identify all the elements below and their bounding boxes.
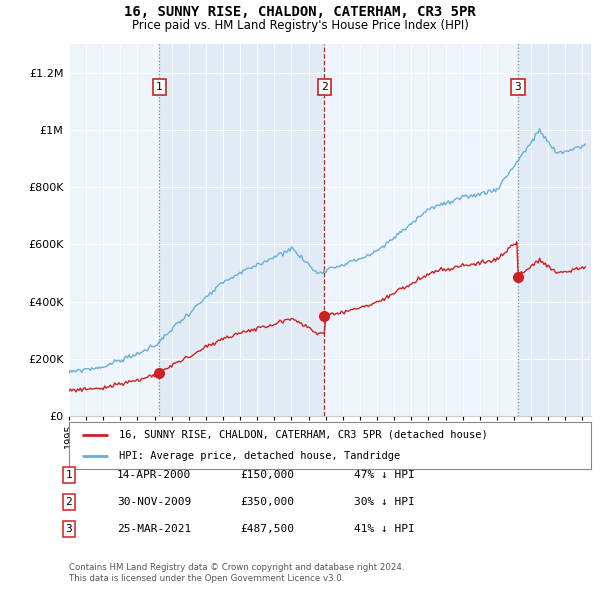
Text: 2: 2 xyxy=(65,497,73,507)
Text: 2: 2 xyxy=(321,82,328,92)
Text: HPI: Average price, detached house, Tandridge: HPI: Average price, detached house, Tand… xyxy=(119,451,400,461)
Text: 30-NOV-2009: 30-NOV-2009 xyxy=(117,497,191,507)
Text: 41% ↓ HPI: 41% ↓ HPI xyxy=(354,525,415,534)
Text: 14-APR-2000: 14-APR-2000 xyxy=(117,470,191,480)
Text: This data is licensed under the Open Government Licence v3.0.: This data is licensed under the Open Gov… xyxy=(69,574,344,583)
Text: Price paid vs. HM Land Registry's House Price Index (HPI): Price paid vs. HM Land Registry's House … xyxy=(131,19,469,32)
Bar xyxy=(160,44,325,416)
Text: 1: 1 xyxy=(156,82,163,92)
Text: Contains HM Land Registry data © Crown copyright and database right 2024.: Contains HM Land Registry data © Crown c… xyxy=(69,563,404,572)
Text: £150,000: £150,000 xyxy=(240,470,294,480)
Text: 47% ↓ HPI: 47% ↓ HPI xyxy=(354,470,415,480)
Text: 1: 1 xyxy=(65,470,73,480)
Text: 30% ↓ HPI: 30% ↓ HPI xyxy=(354,497,415,507)
Text: £350,000: £350,000 xyxy=(240,497,294,507)
Bar xyxy=(518,44,591,416)
Text: 16, SUNNY RISE, CHALDON, CATERHAM, CR3 5PR (detached house): 16, SUNNY RISE, CHALDON, CATERHAM, CR3 5… xyxy=(119,430,487,440)
Text: 3: 3 xyxy=(515,82,521,92)
Text: 25-MAR-2021: 25-MAR-2021 xyxy=(117,525,191,534)
Text: 3: 3 xyxy=(65,525,73,534)
Text: £487,500: £487,500 xyxy=(240,525,294,534)
Text: 16, SUNNY RISE, CHALDON, CATERHAM, CR3 5PR: 16, SUNNY RISE, CHALDON, CATERHAM, CR3 5… xyxy=(124,5,476,19)
